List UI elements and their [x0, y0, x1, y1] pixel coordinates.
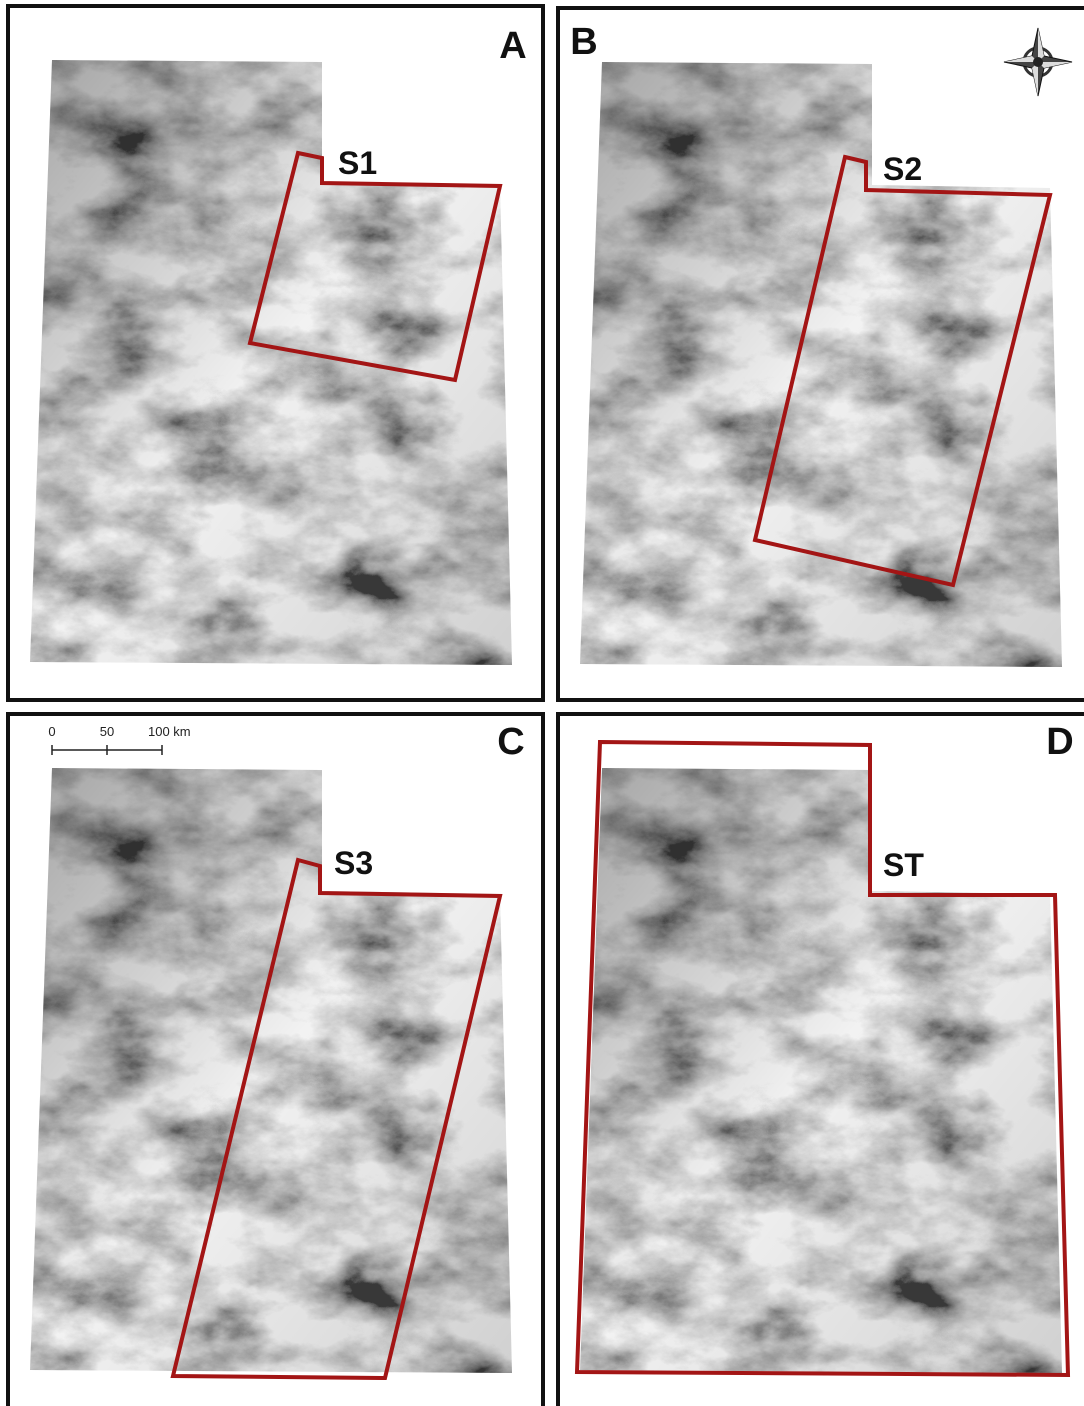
scale-label: 50 [100, 724, 114, 739]
panel: B S2 [558, 8, 1084, 700]
panel: C S3 0 50 100 km [8, 714, 543, 1406]
scale-label: 100 km [148, 724, 191, 739]
panel-letter: A [499, 25, 526, 67]
panel-letter: C [497, 721, 524, 763]
scale-label: 0 [48, 724, 55, 739]
page: {"panels": [ {"letter": "A", "region": "… [0, 0, 1084, 1406]
panel-letter: D [1046, 721, 1073, 763]
panel-letter: B [570, 21, 597, 63]
region-label: S2 [883, 151, 922, 187]
panel: A S1 [8, 6, 543, 700]
panel: D ST [558, 714, 1084, 1406]
region-label: ST [883, 847, 924, 883]
region-label: S3 [334, 845, 373, 881]
figure: A S1 B S2 C S3 0 50 100 km [0, 0, 1084, 1406]
region-label: S1 [338, 145, 377, 181]
